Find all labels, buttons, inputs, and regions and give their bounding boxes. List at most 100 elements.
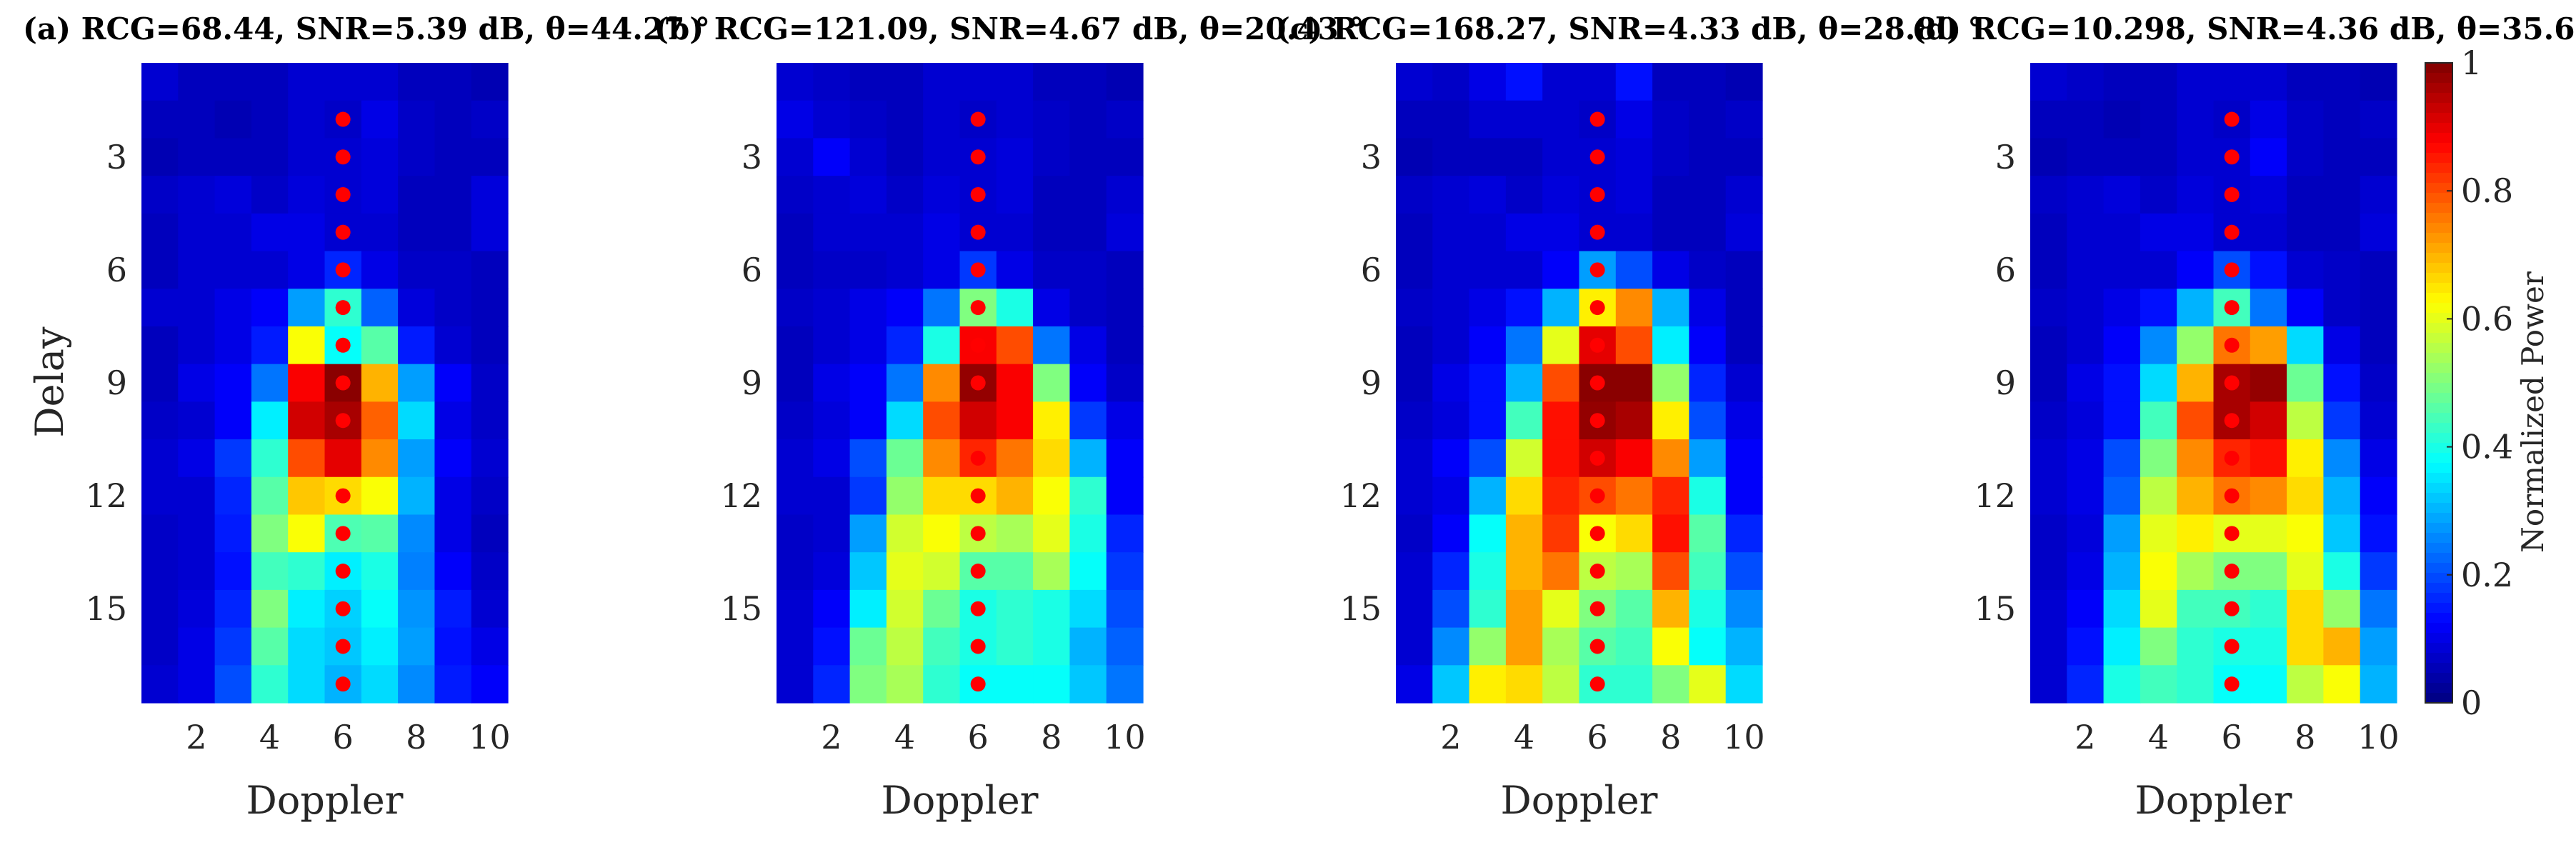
- heatmap-cell: [2140, 476, 2177, 516]
- heatmap-cell: [1069, 665, 1107, 704]
- heatmap-cell: [2067, 364, 2105, 402]
- heatmap-cell: [813, 138, 851, 176]
- heatmap-cell: [434, 627, 472, 666]
- y-tick-label: 12: [85, 476, 127, 515]
- heatmap-cell: [398, 514, 435, 553]
- peak-marker: [2224, 262, 2240, 278]
- heatmap-cell: [471, 439, 509, 478]
- colorbar-segment: [2425, 133, 2452, 144]
- heatmap-cell: [251, 213, 289, 252]
- colorbar-segment: [2425, 113, 2452, 124]
- heatmap-cell: [361, 401, 399, 440]
- heatmap-cell: [2360, 289, 2397, 327]
- heatmap-cell: [1069, 63, 1107, 101]
- heatmap-cell: [141, 213, 179, 252]
- heatmap-cell: [214, 138, 252, 176]
- heatmap-cell: [886, 439, 924, 478]
- heatmap-cell: [2140, 589, 2177, 629]
- heatmap-cell: [361, 476, 399, 516]
- heatmap-cell: [1033, 289, 1070, 327]
- heatmap-cell: [214, 213, 252, 252]
- heatmap-cell: [923, 514, 961, 553]
- heatmap-cell: [434, 251, 472, 289]
- heatmap-cell: [1652, 439, 1689, 478]
- heatmap-cell: [996, 401, 1034, 440]
- heatmap-cell: [251, 289, 289, 327]
- heatmap-cell: [471, 63, 509, 101]
- heatmap-cell: [923, 100, 961, 139]
- colorbar-segment: [2425, 553, 2452, 564]
- heatmap-cell: [471, 665, 509, 704]
- heatmap-cell: [2287, 627, 2324, 666]
- heatmap-cell: [1689, 176, 1727, 214]
- x-tick-label: 2: [821, 718, 842, 756]
- heatmap-cell: [2287, 176, 2324, 214]
- heatmap-cell: [923, 364, 961, 402]
- heatmap-cell: [923, 289, 961, 327]
- heatmap-cell: [1615, 364, 1653, 402]
- heatmap-cell: [2177, 514, 2215, 553]
- peak-marker: [335, 413, 351, 429]
- heatmap-cell: [1106, 251, 1144, 289]
- heatmap-cell: [2177, 213, 2215, 252]
- heatmap-cell: [251, 63, 289, 101]
- heatmap-cell: [886, 289, 924, 327]
- heatmap-cell: [361, 138, 399, 176]
- heatmap-cell: [141, 326, 179, 365]
- heatmap-cell: [434, 665, 472, 704]
- heatmap-cell: [813, 289, 851, 327]
- colorbar-segment: [2425, 583, 2452, 594]
- heatmap-cell: [1069, 213, 1107, 252]
- peak-marker: [335, 601, 351, 616]
- heatmap-cell: [288, 589, 326, 629]
- heatmap-cell: [2030, 251, 2067, 289]
- heatmap-cell: [214, 289, 252, 327]
- heatmap-cell: [288, 476, 326, 516]
- heatmap-cell: [214, 627, 252, 666]
- heatmap-cell: [1505, 514, 1543, 553]
- heatmap-cell: [1069, 476, 1107, 516]
- heatmap-cell: [1432, 514, 1470, 553]
- heatmap-cell: [2323, 326, 2361, 365]
- heatmap-cell: [1652, 364, 1689, 402]
- heatmap-cell: [434, 138, 472, 176]
- heatmap-cell: [1689, 213, 1727, 252]
- heatmap-cell: [2067, 326, 2105, 365]
- heatmap-cell: [849, 251, 887, 289]
- heatmap-cell: [996, 665, 1034, 704]
- heatmap-cell: [2287, 665, 2324, 704]
- heatmap-cell: [434, 401, 472, 440]
- heatmap-cell: [813, 627, 851, 666]
- heatmap-cell: [1542, 100, 1580, 139]
- heatmap-cell: [1396, 364, 1433, 402]
- heatmap-cell: [214, 100, 252, 139]
- heatmap-cell: [361, 100, 399, 139]
- heatmap-cell: [849, 589, 887, 629]
- heatmap-cell: [1689, 589, 1727, 629]
- peak-marker: [335, 224, 351, 240]
- x-tick-label: 10: [2357, 718, 2400, 756]
- peak-marker: [335, 676, 351, 692]
- heatmap-cell: [777, 138, 814, 176]
- colorbar-segment: [2425, 663, 2452, 674]
- peak-marker: [2224, 224, 2240, 240]
- heatmap-cell: [141, 176, 179, 214]
- heatmap-cell: [849, 176, 887, 214]
- heatmap-cell: [813, 251, 851, 289]
- heatmap-cell: [886, 665, 924, 704]
- heatmap-cell: [813, 514, 851, 553]
- heatmap-cell: [214, 665, 252, 704]
- peak-marker: [1589, 450, 1605, 466]
- heatmap-cell: [2103, 401, 2141, 440]
- peak-marker: [1589, 639, 1605, 654]
- colorbar-segment: [2425, 123, 2452, 134]
- peak-marker: [2224, 300, 2240, 316]
- heatmap-cell: [141, 289, 179, 327]
- colorbar-segment: [2425, 363, 2452, 374]
- heatmap-cell: [813, 552, 851, 591]
- heatmap-cell: [2250, 251, 2287, 289]
- heatmap-cell: [1615, 439, 1653, 478]
- heatmap-cell: [1069, 589, 1107, 629]
- peak-marker: [1589, 601, 1605, 616]
- heatmap-cell: [2030, 213, 2067, 252]
